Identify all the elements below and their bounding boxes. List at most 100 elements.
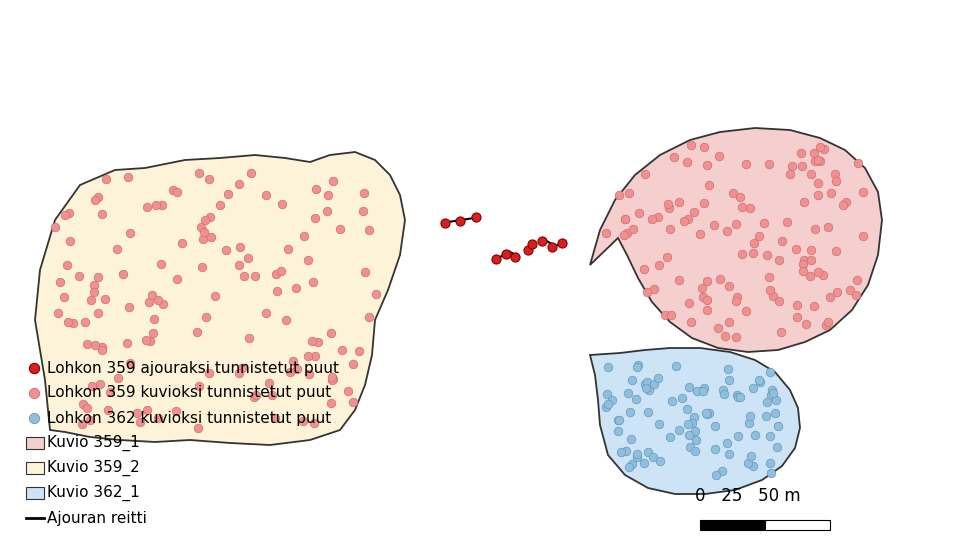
Point — [356, 206, 371, 215]
Point — [762, 368, 778, 377]
Point — [77, 317, 93, 326]
Point — [534, 236, 550, 245]
Point — [769, 442, 785, 451]
Point — [201, 174, 217, 183]
Point — [189, 328, 205, 337]
Point — [638, 169, 654, 178]
Point — [828, 177, 844, 186]
Point — [231, 368, 247, 377]
Point — [236, 272, 252, 281]
Point — [621, 189, 637, 198]
Point — [600, 399, 615, 408]
Point — [796, 198, 811, 207]
Point — [721, 376, 737, 385]
Point — [708, 422, 723, 431]
Point — [620, 389, 636, 398]
Point — [687, 413, 703, 422]
Point — [61, 208, 76, 217]
Point — [686, 207, 702, 216]
Point — [670, 426, 686, 435]
Point — [524, 240, 540, 249]
Point — [26, 363, 42, 372]
Point — [100, 406, 116, 415]
Point — [807, 224, 822, 233]
Point — [714, 466, 730, 475]
Point — [196, 228, 212, 237]
Point — [258, 190, 273, 199]
Point — [220, 189, 236, 198]
Point — [657, 310, 672, 319]
Point — [681, 298, 697, 307]
Point — [820, 222, 836, 231]
Point — [110, 374, 125, 383]
Point — [268, 269, 283, 278]
Point — [688, 435, 704, 444]
Point — [662, 225, 677, 234]
Point — [732, 192, 748, 201]
Point — [296, 231, 312, 240]
Point — [745, 462, 760, 471]
Point — [309, 184, 324, 193]
Point — [318, 207, 334, 216]
Point — [150, 295, 166, 304]
Point — [300, 352, 316, 361]
Point — [122, 302, 137, 311]
Point — [680, 419, 696, 428]
Point — [201, 369, 217, 378]
Point — [789, 244, 805, 253]
Point — [827, 170, 843, 179]
Point — [735, 249, 751, 258]
Point — [79, 339, 95, 348]
Point — [544, 242, 560, 251]
Point — [762, 431, 778, 440]
Point — [699, 161, 714, 170]
Point — [323, 398, 339, 407]
Point — [613, 447, 629, 456]
Point — [804, 170, 819, 179]
Point — [674, 394, 690, 403]
Point — [636, 459, 652, 468]
Point — [305, 337, 320, 346]
Point — [139, 406, 155, 415]
Point — [721, 449, 737, 458]
Point — [838, 198, 854, 207]
Point — [829, 288, 845, 297]
Point — [771, 255, 787, 264]
Point — [97, 295, 113, 304]
Point — [154, 200, 170, 209]
Point — [624, 460, 640, 469]
Point — [248, 391, 264, 400]
Point — [738, 306, 754, 315]
Point — [639, 378, 655, 387]
Polygon shape — [35, 152, 405, 445]
Point — [285, 357, 301, 366]
Point — [637, 380, 653, 389]
Point — [795, 259, 810, 268]
Point — [289, 365, 305, 374]
Point — [619, 228, 635, 237]
Point — [697, 384, 712, 393]
Point — [662, 203, 677, 212]
Point — [82, 416, 98, 424]
Point — [699, 277, 714, 286]
Point — [823, 189, 839, 198]
Text: Kuvio 362_1: Kuvio 362_1 — [47, 485, 140, 501]
Point — [170, 188, 185, 197]
Point — [166, 185, 181, 194]
Point — [520, 245, 536, 254]
Point — [717, 331, 733, 340]
Point — [764, 389, 780, 398]
Point — [625, 225, 641, 234]
Point — [807, 301, 822, 310]
Point — [92, 380, 108, 389]
Point — [141, 298, 157, 307]
Bar — [765, 520, 830, 530]
Point — [622, 408, 638, 417]
Bar — [700, 520, 765, 530]
Point — [645, 452, 661, 461]
Point — [85, 281, 101, 290]
Point — [145, 328, 161, 337]
Point — [598, 403, 613, 412]
Point — [122, 359, 138, 368]
Point — [761, 272, 777, 281]
